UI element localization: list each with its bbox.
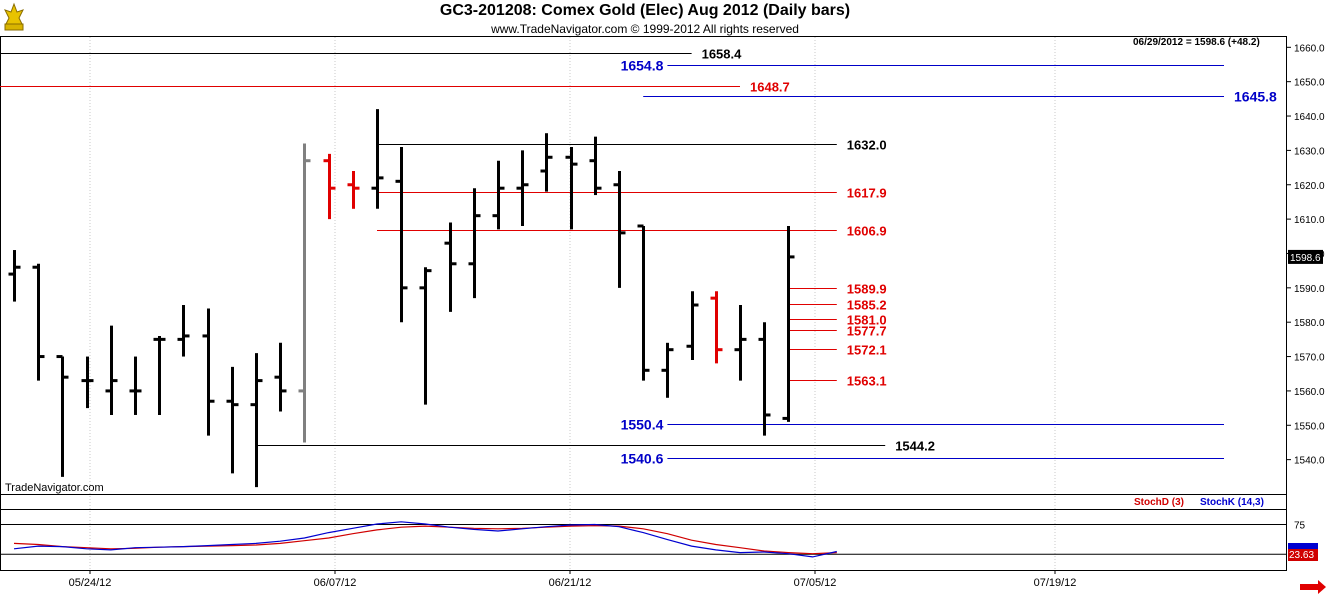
y-tick-label: 1640.0 (1294, 112, 1325, 123)
level-label: 1654.8 (621, 58, 664, 74)
stoch-k-line (13, 521, 837, 558)
chart-title: GC3-201208: Comex Gold (Elec) Aug 2012 (… (439, 2, 851, 19)
watermark: TradeNavigator.com (5, 482, 104, 494)
y-tick-label: 1560.0 (1294, 387, 1325, 398)
level-label: 1572.1 (847, 343, 887, 358)
y-tick-label: 1660.0 (1294, 43, 1325, 54)
plot-frame (0, 36, 1287, 571)
stoch-value-tag-top (1288, 543, 1318, 549)
level-label: 1606.9 (847, 224, 887, 239)
last-price-tag (1288, 249, 1323, 264)
level-label: 1550.4 (621, 417, 664, 433)
y-tick-label: 1590.0 (1294, 284, 1325, 295)
level-label: 1544.2 (895, 439, 935, 454)
level-label: 1585.2 (847, 298, 887, 313)
level-label: 1563.1 (847, 374, 887, 389)
arrow-icon (1300, 580, 1326, 594)
y-tick-label: 1630.0 (1294, 146, 1325, 157)
price-readout: 06/29/2012 = 1598.6 (+48.2) (1133, 37, 1260, 48)
y-tick-label: 1540.0 (1294, 456, 1325, 467)
x-tick-label: 05/24/12 (69, 577, 112, 589)
gold-icon (4, 2, 24, 31)
x-tick-label: 07/05/12 (794, 577, 837, 589)
stoch-k-legend: StochK (14,3) (1200, 497, 1264, 508)
y-tick-label: 1550.0 (1294, 421, 1325, 432)
level-label: 1645.8 (1234, 89, 1277, 105)
stoch-d-legend: StochD (3) (1134, 497, 1184, 508)
y-tick-label: 1610.0 (1294, 215, 1325, 226)
level-label: 1648.7 (750, 80, 790, 95)
y-tick-label: 1580.0 (1294, 318, 1325, 329)
level-label: 1577.7 (847, 324, 887, 339)
y-tick-label: 1650.0 (1294, 78, 1325, 89)
level-label: 1540.6 (621, 451, 664, 467)
level-label: 1617.9 (847, 186, 887, 201)
x-tick-label: 07/19/12 (1034, 577, 1077, 589)
stoch-value-label: 23.63 (1289, 550, 1314, 561)
stoch-ref-label: 75 (1294, 521, 1306, 532)
level-label: 1589.9 (847, 282, 887, 297)
level-label: 1632.0 (847, 138, 887, 153)
level-label: 1581.0 (847, 313, 887, 328)
chart-subtitle: www.TradeNavigator.com © 1999-2012 All r… (491, 22, 799, 36)
y-tick-label: 1570.0 (1294, 353, 1325, 364)
level-label: 1658.4 (702, 47, 743, 62)
x-tick-label: 06/07/12 (314, 577, 357, 589)
last-price-label: 1598.6 (1290, 253, 1321, 264)
x-tick-label: 06/21/12 (549, 577, 592, 589)
y-tick-label: 1620.0 (1294, 181, 1325, 192)
